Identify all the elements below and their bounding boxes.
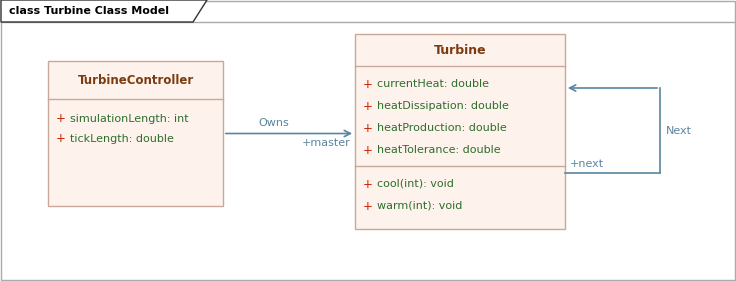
Text: +next: +next <box>570 159 604 169</box>
Text: heatProduction: double: heatProduction: double <box>377 123 507 133</box>
Bar <box>355 34 565 229</box>
Text: +: + <box>56 112 66 126</box>
Text: +: + <box>363 78 373 90</box>
Text: cool(int): void: cool(int): void <box>377 179 454 189</box>
Text: Owns: Owns <box>258 117 289 128</box>
Text: +: + <box>363 200 373 212</box>
Text: +: + <box>363 178 373 191</box>
Text: +master: +master <box>302 139 351 148</box>
Text: +: + <box>363 99 373 112</box>
Text: Turbine: Turbine <box>434 44 486 56</box>
Text: heatTolerance: double: heatTolerance: double <box>377 145 500 155</box>
Text: currentHeat: double: currentHeat: double <box>377 79 489 89</box>
Text: TurbineController: TurbineController <box>77 74 194 87</box>
Text: tickLength: double: tickLength: double <box>70 134 174 144</box>
Bar <box>48 61 223 206</box>
Text: Next: Next <box>666 126 692 135</box>
Text: simulationLength: int: simulationLength: int <box>70 114 188 124</box>
Text: +: + <box>363 121 373 135</box>
Text: +: + <box>363 144 373 157</box>
Text: warm(int): void: warm(int): void <box>377 201 462 211</box>
Text: class Turbine Class Model: class Turbine Class Model <box>9 6 169 16</box>
Polygon shape <box>1 0 207 22</box>
Text: +: + <box>56 133 66 146</box>
Text: heatDissipation: double: heatDissipation: double <box>377 101 509 111</box>
